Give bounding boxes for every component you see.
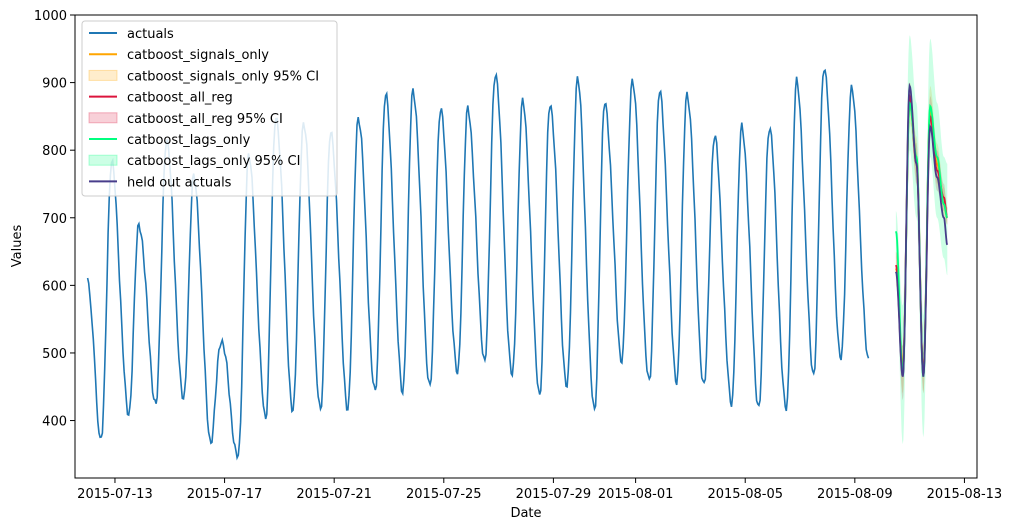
legend-label-1: catboost_signals_only	[127, 48, 269, 63]
y-axis-label: Values	[10, 225, 25, 268]
legend-label-3: catboost_all_reg	[127, 91, 233, 106]
legend-swatch-4	[88, 112, 118, 124]
x-tick-label-4: 2015-07-29	[516, 487, 592, 502]
legend-label-7: held out actuals	[127, 175, 232, 190]
x-axis: 2015-07-13 2015-07-17 2015-07-21 2015-07-25…	[77, 478, 1002, 502]
x-axis-label: Date	[510, 506, 541, 521]
x-tick-label-8: 2015-08-13	[927, 487, 1003, 502]
y-tick-label-2: 600	[42, 279, 67, 294]
y-tick-label-6: 1000	[34, 9, 67, 24]
legend-frame	[81, 20, 338, 197]
legend-label-2: catboost_signals_only 95% CI	[127, 69, 319, 84]
x-tick-label-5: 2015-08-01	[598, 487, 674, 502]
x-tick-label-1: 2015-07-17	[187, 487, 263, 502]
y-tick-label-0: 400	[42, 415, 67, 430]
x-tick-label-7: 2015-08-09	[817, 487, 893, 502]
legend-swatch-2	[88, 69, 118, 81]
legend-label-5: catboost_lags_only	[127, 133, 251, 148]
x-tick-label-2: 2015-07-21	[296, 487, 372, 502]
y-tick-label-1: 500	[42, 347, 67, 362]
x-tick-label-0: 2015-07-13	[77, 487, 153, 502]
series-lines	[86, 68, 949, 461]
plot-frame	[74, 14, 978, 479]
series-line-held out actuals	[895, 82, 949, 377]
x-tick-label-3: 2015-07-25	[406, 487, 482, 502]
series-line-actuals	[86, 68, 870, 461]
legend-label-0: actuals	[127, 27, 174, 42]
legend-label-6: catboost_lags_only 95% CI	[127, 154, 300, 169]
y-tick-label-5: 900	[42, 77, 67, 92]
legend-label-4: catboost_all_reg 95% CI	[127, 112, 283, 127]
y-axis: 400 500 600 700 800 900 1000	[34, 9, 75, 430]
x-tick-label-6: 2015-08-05	[707, 487, 783, 502]
legend: actuals catboost_signals_only catboost_sig…	[81, 20, 338, 197]
y-tick-label-3: 700	[42, 212, 67, 227]
y-tick-label-4: 800	[42, 144, 67, 159]
legend-swatch-6	[88, 154, 118, 166]
